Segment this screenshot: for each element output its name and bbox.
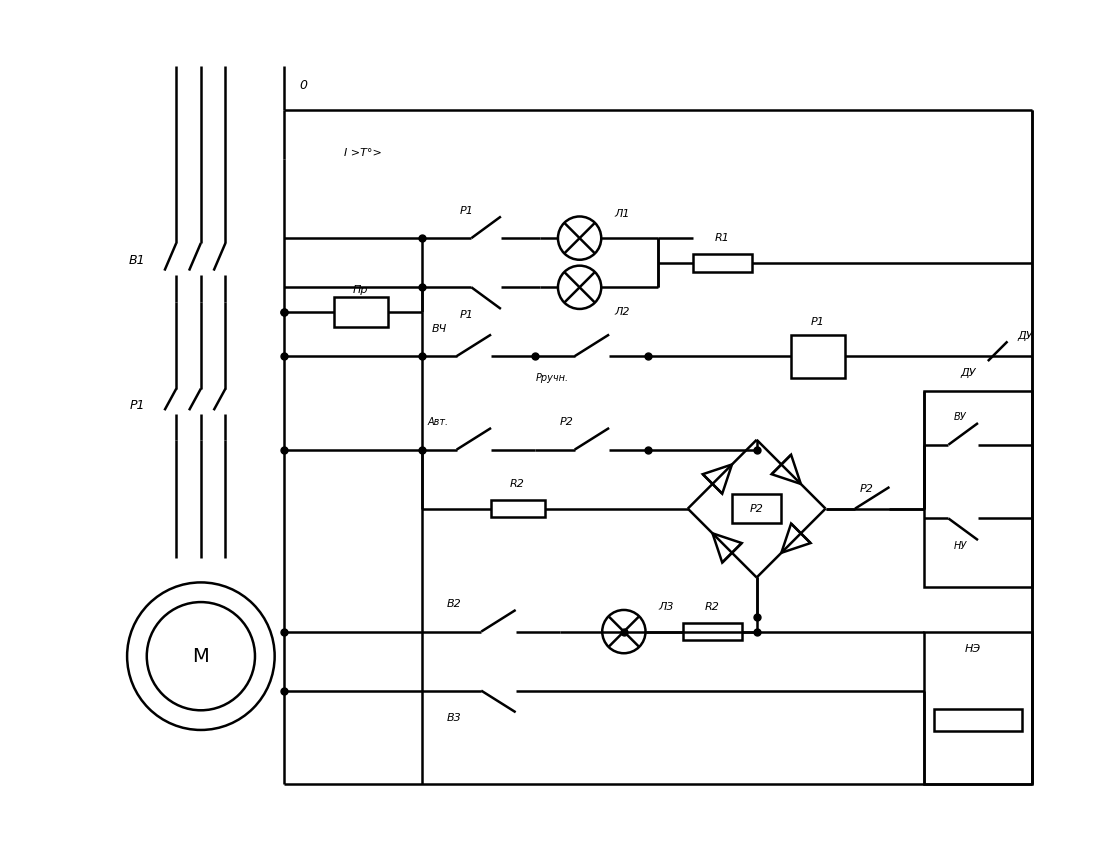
Circle shape <box>602 610 645 653</box>
Text: Авт.: Авт. <box>427 417 448 427</box>
Text: R2: R2 <box>705 602 720 612</box>
Bar <box>683 623 742 641</box>
Text: Р1: Р1 <box>129 399 144 412</box>
Text: Пр: Пр <box>352 285 368 296</box>
Text: 0: 0 <box>299 79 308 92</box>
Text: ВУ: ВУ <box>953 412 967 422</box>
Polygon shape <box>781 524 811 553</box>
Text: R2: R2 <box>510 479 526 489</box>
Bar <box>924 390 1032 587</box>
Circle shape <box>558 266 601 309</box>
Bar <box>924 631 1032 784</box>
Text: Р1: Р1 <box>460 205 473 216</box>
Text: В3: В3 <box>447 713 461 723</box>
Bar <box>933 710 1022 731</box>
Text: Рручн.: Рручн. <box>536 373 569 383</box>
Text: НУ: НУ <box>953 541 967 551</box>
Text: НЭ: НЭ <box>965 644 981 654</box>
Bar <box>491 500 546 517</box>
Polygon shape <box>772 455 801 484</box>
Text: ДУ: ДУ <box>1018 331 1033 342</box>
Bar <box>791 335 845 377</box>
Text: I >T°>: I >T°> <box>343 147 381 158</box>
Text: ДУ: ДУ <box>960 368 975 378</box>
Polygon shape <box>712 533 742 562</box>
Text: Л3: Л3 <box>659 602 673 612</box>
Text: R1: R1 <box>714 233 730 243</box>
Text: Л2: Л2 <box>614 307 630 317</box>
Text: В2: В2 <box>447 599 461 609</box>
Circle shape <box>558 216 601 260</box>
Text: Р2: Р2 <box>750 504 763 514</box>
Bar <box>693 254 752 272</box>
Bar <box>732 494 781 523</box>
Text: ВЧ: ВЧ <box>432 324 448 334</box>
Text: Р1: Р1 <box>460 310 473 320</box>
Text: Р2: Р2 <box>860 484 874 494</box>
Text: Р1: Р1 <box>811 317 824 326</box>
Polygon shape <box>703 464 732 493</box>
Text: В1: В1 <box>129 254 146 268</box>
Text: Л1: Л1 <box>614 209 630 218</box>
Circle shape <box>147 602 256 711</box>
Text: Р2: Р2 <box>560 417 573 427</box>
Text: М: М <box>192 647 209 665</box>
Circle shape <box>127 583 274 730</box>
Bar <box>333 297 388 326</box>
